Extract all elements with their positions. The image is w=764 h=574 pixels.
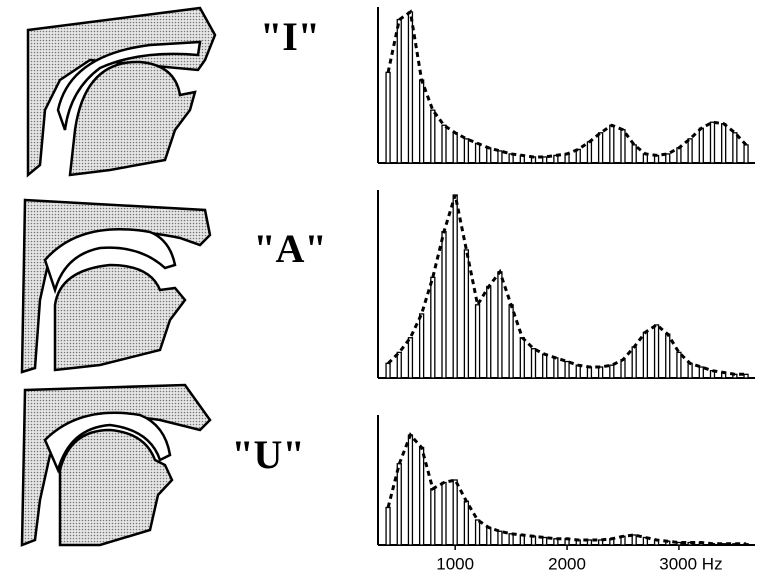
harmonic-bar	[609, 124, 615, 164]
harmonic-bar	[497, 150, 503, 164]
harmonic-bar	[597, 366, 604, 379]
harmonic-bar	[418, 446, 425, 546]
harmonic-bar	[642, 331, 649, 379]
harmonic-bar	[407, 11, 414, 164]
harmonic-bar	[452, 132, 458, 164]
harmonic-bar	[497, 271, 503, 379]
harmonic-bar	[553, 154, 559, 164]
harmonic-bar	[631, 534, 637, 546]
harmonic-bar	[441, 230, 447, 379]
harmonic-bar	[542, 156, 548, 164]
harmonic-bar	[586, 141, 593, 164]
spectral-envelope	[386, 9, 748, 159]
harmonic-bar	[586, 539, 593, 546]
harmonic-bar	[474, 304, 481, 379]
harmonic-bar	[732, 132, 738, 164]
harmonic-bar	[530, 348, 537, 379]
harmonic-bar	[385, 71, 391, 164]
harmonic-bar	[687, 138, 693, 164]
harmonic-bar	[486, 147, 492, 164]
harmonic-bar	[508, 533, 514, 546]
vowel-label: "A"	[253, 226, 326, 271]
vowel-label: "I"	[260, 14, 320, 59]
harmonic-bar	[474, 519, 481, 546]
harmonic-bar	[430, 276, 436, 379]
harmonic-bar	[508, 153, 514, 164]
harmonic-bar	[396, 18, 402, 164]
harmonic-bar	[586, 366, 593, 379]
harmonic-bar	[676, 147, 682, 164]
harmonic-bar	[396, 463, 402, 546]
x-tick-label: 2000	[548, 554, 586, 573]
harmonic-bar	[407, 337, 414, 379]
harmonic-bar	[575, 364, 581, 379]
harmonic-bar	[385, 362, 391, 379]
harmonic-bar	[542, 536, 548, 546]
harmonic-bar	[698, 366, 704, 379]
vocal-tract-a	[20, 198, 212, 374]
harmonic-bar	[743, 373, 749, 379]
harmonic-bar	[698, 127, 704, 164]
harmonic-bar	[665, 333, 671, 379]
harmonic-bar	[553, 538, 559, 546]
harmonic-bar	[743, 144, 749, 164]
harmonic-bar	[553, 357, 559, 379]
harmonic-bar	[564, 360, 570, 379]
harmonic-bar	[620, 129, 626, 164]
harmonic-bar	[609, 364, 615, 379]
harmonic-bar	[665, 153, 671, 164]
harmonic-bar	[463, 500, 470, 546]
vocal-tract-u	[20, 383, 212, 547]
harmonic-bar	[597, 539, 604, 546]
harmonic-bar	[676, 541, 682, 546]
harmonic-bar	[396, 351, 402, 379]
harmonic-bar	[452, 479, 458, 546]
harmonic-bar	[441, 124, 447, 164]
harmonic-bar	[463, 138, 470, 164]
vowel-label: "U"	[231, 432, 304, 477]
harmonic-bar	[687, 362, 693, 379]
vocal-tract-i	[26, 6, 217, 178]
harmonic-bar	[620, 359, 626, 379]
harmonic-bar	[519, 337, 525, 379]
harmonic-bar	[452, 194, 458, 379]
harmonic-bar	[653, 324, 660, 379]
harmonic-bar	[642, 536, 649, 546]
harmonic-bar	[441, 481, 447, 546]
harmonic-bar	[463, 249, 470, 379]
x-tick-label: 3000 Hz	[659, 554, 722, 573]
harmonic-bar	[631, 144, 637, 164]
harmonic-bar	[721, 543, 727, 546]
harmonic-bar	[508, 304, 514, 379]
harmonic-bar	[721, 123, 727, 164]
harmonic-bar	[474, 142, 481, 164]
harmonic-bar	[385, 506, 391, 546]
harmonic-bar	[418, 313, 425, 379]
harmonic-bar	[430, 109, 436, 164]
harmonic-bar	[486, 285, 492, 379]
harmonic-bar	[597, 132, 604, 164]
harmonic-bar	[497, 530, 503, 546]
harmonic-bar	[676, 351, 682, 379]
x-tick-label: 1000	[436, 554, 474, 573]
harmonic-bar	[631, 346, 637, 379]
harmonic-bar	[486, 526, 492, 546]
harmonic-bar	[418, 79, 425, 164]
harmonic-bar	[575, 148, 581, 164]
harmonic-bar	[430, 488, 436, 546]
harmonic-bar	[407, 434, 414, 546]
harmonic-bar	[542, 353, 548, 379]
harmonic-bar	[709, 121, 716, 164]
spectral-envelope	[386, 432, 747, 546]
